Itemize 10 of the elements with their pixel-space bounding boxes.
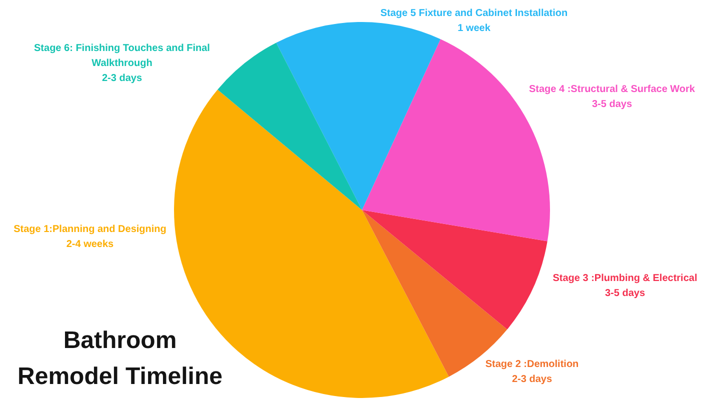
pie-slice	[276, 22, 440, 210]
slice-label: Stage 3 :Plumbing & Electrical 3-5 days	[552, 273, 698, 299]
slice-label: Stage 6: Finishing Touches and Final Walkthrough 2-3 days	[34, 43, 210, 84]
pie-slice	[218, 42, 362, 210]
slice-label: Stage 2 :Demolition 2-3 days	[485, 359, 579, 385]
slice-label: Stage 1:Planning and Designing 2-4 weeks	[14, 224, 166, 250]
slice-label: Stage 5 Fixture and Cabinet Installation 1 week	[380, 8, 568, 34]
text: Bathroom Remodel Timeline	[18, 327, 222, 390]
pie-slice	[362, 210, 548, 330]
slice-label: Stage 4 :Structural & Surface Work 3-5 days	[529, 84, 696, 110]
